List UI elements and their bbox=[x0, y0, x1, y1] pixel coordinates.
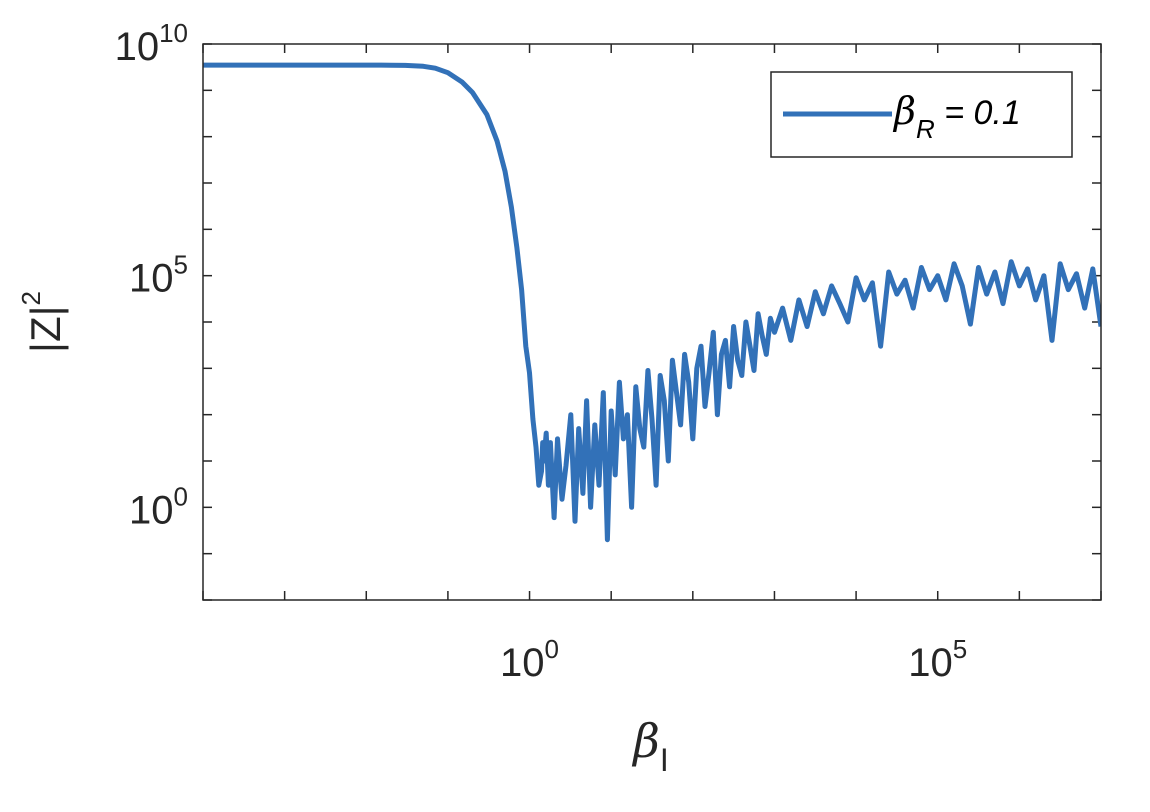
y-tick-label: 105 bbox=[129, 250, 188, 301]
x-axis-label: βI bbox=[631, 714, 668, 778]
legend-label-symbol: β bbox=[892, 89, 916, 133]
y-tick-label-base: 10 bbox=[115, 25, 160, 69]
y-tick-label-exponent: 5 bbox=[174, 250, 188, 280]
y-tick-label-exponent: 10 bbox=[159, 18, 188, 48]
plot-frame bbox=[202, 43, 1102, 601]
x-tick-label: 105 bbox=[908, 634, 967, 685]
legend: βR = 0.1 bbox=[770, 71, 1073, 158]
legend-box bbox=[770, 71, 1073, 158]
y-tick-label-exponent: 0 bbox=[174, 481, 188, 511]
x-axis-label-symbol: β bbox=[631, 714, 660, 768]
x-axis-label-subscript: I bbox=[660, 742, 669, 778]
y-tick-label: 1010 bbox=[115, 18, 188, 69]
y-tick-label-base: 10 bbox=[129, 488, 174, 532]
legend-label: βR = 0.1 bbox=[892, 89, 1021, 144]
y-tick-label-base: 10 bbox=[129, 257, 174, 301]
x-tick-label-exponent: 0 bbox=[545, 634, 559, 664]
y-tick-label: 100 bbox=[129, 481, 188, 532]
x-tick-labels: 100 105 bbox=[500, 634, 967, 685]
x-tick-label-base: 10 bbox=[908, 641, 953, 685]
y-axis-label: |Z|2 bbox=[16, 291, 69, 353]
y-axis-label-superscript: 2 bbox=[16, 291, 46, 305]
y-axis-label-main: |Z| bbox=[22, 305, 69, 352]
x-tick-label-base: 10 bbox=[500, 641, 545, 685]
legend-label-subscript: R bbox=[916, 114, 935, 144]
x-tick-label-exponent: 5 bbox=[953, 634, 967, 664]
legend-label-value: = 0.1 bbox=[935, 94, 1021, 132]
x-tick-label: 100 bbox=[500, 634, 559, 685]
plot-area bbox=[202, 43, 1102, 601]
minor-ticks bbox=[202, 43, 1102, 601]
series-line bbox=[203, 62, 1101, 543]
